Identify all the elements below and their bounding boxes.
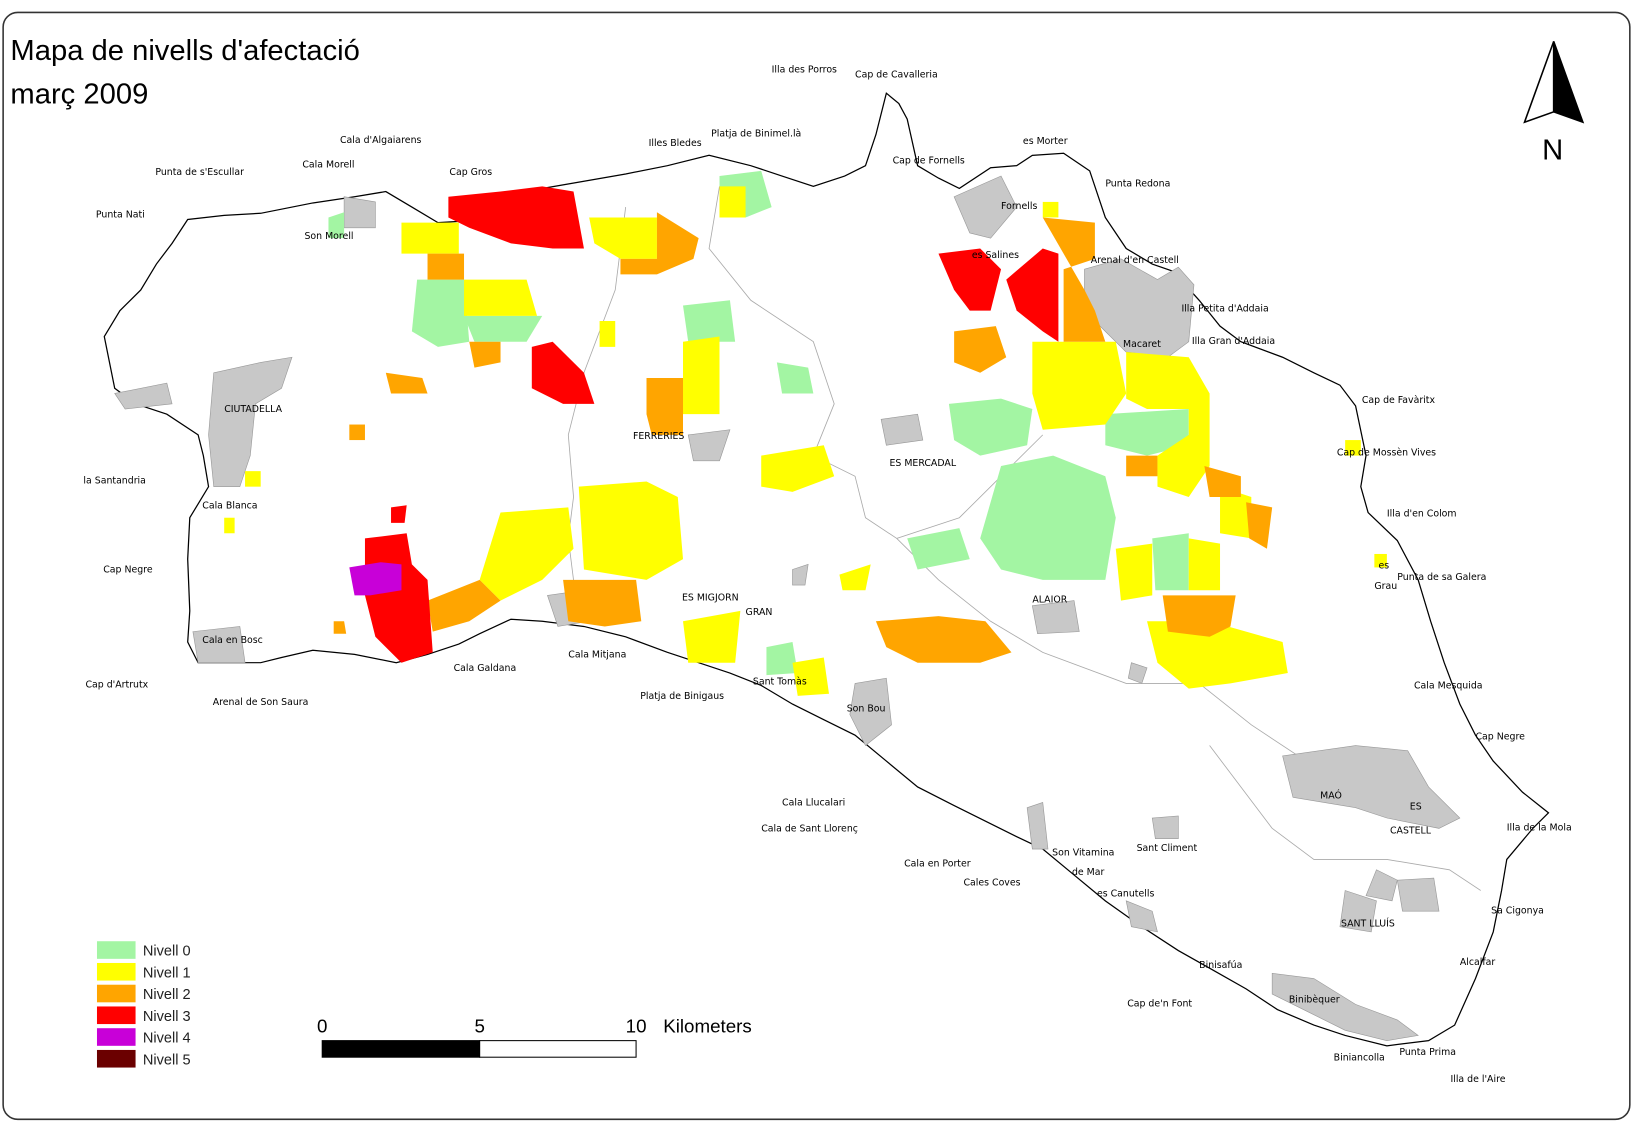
- place-label: Illa Gran d'Addaia: [1192, 336, 1275, 347]
- place-label: Cap de Cavalleria: [855, 70, 938, 81]
- place-label: Illa Petita d'Addaia: [1181, 304, 1268, 315]
- place-label: Fornells: [1001, 201, 1037, 212]
- place-label: MAÓ: [1320, 789, 1342, 801]
- place-label: Cales Coves: [964, 877, 1021, 888]
- north-label: N: [1542, 135, 1563, 167]
- place-label: Cap Gros: [449, 167, 492, 178]
- place-label: Binibèquer: [1289, 994, 1340, 1005]
- place-label: Punta de s'Escullar: [155, 167, 244, 178]
- title: març 2009: [10, 79, 148, 111]
- place-label: la Santandria: [83, 476, 145, 487]
- place-label: Son Vitamina: [1052, 847, 1114, 858]
- scale-tick: 0: [317, 1015, 327, 1036]
- place-label: Punta Nati: [96, 209, 145, 220]
- legend-swatch: [96, 941, 136, 959]
- place-label: Cap de Favàritx: [1362, 395, 1436, 406]
- scale-tick: 10: [626, 1015, 647, 1036]
- place-label: Son Morell: [304, 231, 353, 242]
- place-label: Sant Tomàs: [753, 676, 807, 687]
- place-label: CASTELL: [1390, 826, 1432, 837]
- place-label: Cala en Bosc: [202, 635, 263, 646]
- scale-segment: [479, 1040, 637, 1058]
- title: Mapa de nivells d'afectació: [10, 35, 359, 67]
- scale-segment: [321, 1040, 481, 1058]
- place-label: Cap d'Artrutx: [86, 680, 149, 691]
- place-label: Punta de sa Galera: [1397, 572, 1486, 583]
- place-label: Cala Mitjana: [568, 650, 626, 661]
- place-label: es: [1379, 560, 1390, 571]
- place-label: es Canutells: [1097, 889, 1154, 900]
- place-label: Alcalfar: [1460, 957, 1496, 968]
- place-label: CIUTADELLA: [224, 404, 282, 415]
- place-label: GRAN: [746, 607, 773, 618]
- place-label: FERRERIES: [633, 431, 684, 442]
- place-label: Punta Prima: [1399, 1047, 1456, 1058]
- place-label: Punta Redona: [1105, 178, 1170, 189]
- legend-label: Nivell 0: [143, 944, 191, 960]
- place-label: Cap Negre: [103, 565, 153, 576]
- place-label: Illa de l'Aire: [1450, 1074, 1505, 1085]
- place-label: Illes Bledes: [649, 138, 702, 149]
- place-label: ALAIOR: [1032, 595, 1067, 606]
- place-label: Cala Llucalari: [782, 798, 845, 809]
- legend: Nivell 0 Nivell 1 Nivell 2 Nivell 3 Nivell 4…: [96, 941, 191, 1068]
- place-label: Binisafúa: [1199, 960, 1242, 971]
- legend-swatch: [96, 1028, 136, 1046]
- legend-swatch: [96, 1049, 136, 1068]
- place-label: Cap Negre: [1476, 731, 1526, 742]
- place-label: Platja de Binigaus: [640, 691, 724, 702]
- place-label: Biniancolla: [1334, 1052, 1385, 1063]
- place-label: Cala Galdana: [454, 663, 517, 674]
- urban-areas: [114, 175, 1461, 1041]
- legend-label: Nivell 3: [143, 1009, 191, 1025]
- place-label: Cala en Porter: [904, 859, 971, 870]
- place-labels: Illa des Porros Cap de Cavalleria Cala d…: [83, 65, 1571, 1086]
- place-label: Sa Cigonya: [1491, 905, 1544, 916]
- place-label: ES MERCADAL: [889, 458, 956, 469]
- place-label: Cap de'n Font: [1127, 998, 1192, 1009]
- legend-swatch: [96, 962, 136, 981]
- scale-tick: 5: [474, 1015, 484, 1036]
- place-label: ES MIGJORN: [682, 593, 739, 604]
- place-label: es Morter: [1023, 136, 1068, 147]
- place-label: Sant Climent: [1137, 843, 1198, 854]
- place-label: es Salines: [972, 250, 1019, 261]
- north-arrow: N: [1523, 41, 1585, 167]
- place-label: Platja de Binimel.là: [711, 129, 801, 140]
- legend-swatch: [96, 1006, 136, 1025]
- place-label: Cala Blanca: [202, 500, 257, 511]
- place-label: Arenal de Son Saura: [213, 697, 309, 708]
- place-label: Illa de la Mola: [1507, 822, 1572, 833]
- legend-label: Nivell 2: [143, 987, 191, 1003]
- scale-bar: 0 5 10 Kilometers: [317, 1015, 752, 1058]
- place-label: Arenal d'en Castell: [1091, 255, 1179, 266]
- legend-label: Nivell 5: [143, 1052, 191, 1068]
- place-label: Cala Morell: [302, 160, 354, 171]
- place-label: Cap de Mossèn Vives: [1337, 448, 1436, 459]
- place-label: Illa d'en Colom: [1387, 509, 1457, 520]
- place-label: SANT LLUÍS: [1341, 918, 1395, 930]
- affected-areas: [224, 170, 1387, 696]
- legend-swatch: [96, 984, 136, 1003]
- place-label: Grau: [1374, 581, 1397, 592]
- place-label: Cala Mesquida: [1414, 681, 1483, 692]
- legend-label: Nivell 1: [143, 966, 191, 982]
- place-label: de Mar: [1072, 867, 1105, 878]
- place-label: Macaret: [1123, 339, 1161, 350]
- place-label: Son Bou: [847, 703, 886, 714]
- place-label: Cala de Sant Llorenç: [761, 823, 858, 834]
- place-label: Illa des Porros: [772, 65, 837, 76]
- place-label: ES: [1410, 802, 1422, 813]
- place-label: Cap de Fornells: [893, 156, 965, 167]
- scale-unit: Kilometers: [663, 1015, 752, 1036]
- place-label: Cala d'Algaiarens: [340, 135, 422, 146]
- legend-label: Nivell 4: [143, 1031, 191, 1047]
